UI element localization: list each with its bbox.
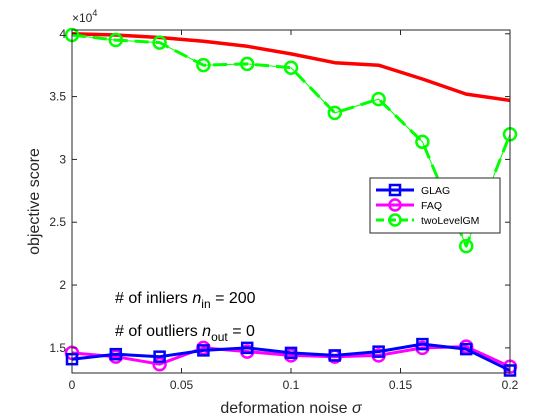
legend-item-twolevelgm: twoLevelGM — [376, 213, 479, 227]
x-tick-label: 0 — [69, 378, 76, 392]
x-axis-label: deformation noise σ — [220, 400, 363, 417]
x-tick-label: 0.2 — [502, 378, 519, 392]
annotation-outliers-prefix: # of outliers — [115, 323, 202, 340]
y-tick-label: 2.5 — [49, 215, 66, 229]
x-axis-label-text: deformation noise — [220, 400, 347, 417]
annotation-inliers-suffix: = 200 — [211, 290, 256, 307]
y-tick-label: 4 — [59, 27, 66, 41]
data-point-marker — [458, 238, 474, 254]
legend-marker — [388, 183, 402, 197]
y-exponent-base: ×10 — [72, 11, 93, 25]
series-line — [71, 32, 511, 103]
y-tick-label: 3.5 — [49, 90, 66, 104]
series-line — [71, 345, 511, 369]
data-point-marker — [415, 134, 430, 150]
y-tick-label: 1.5 — [49, 341, 66, 355]
annotation-outliers-var: n — [202, 323, 211, 340]
data-point-marker — [197, 344, 210, 357]
data-point-marker — [109, 347, 123, 361]
data-point-marker — [152, 356, 167, 372]
legend: GLAG FAQ twoLevelGM — [369, 177, 501, 234]
y-tick-label: 3 — [59, 152, 66, 166]
legend-marker — [388, 198, 402, 212]
data-point-marker — [416, 337, 429, 351]
data-point-marker — [239, 56, 255, 72]
legend-label: FAQ — [421, 200, 442, 212]
series-line-thin — [71, 34, 511, 248]
x-tick-label: 0.05 — [170, 378, 194, 392]
data-point-marker — [108, 32, 124, 48]
data-point-marker — [153, 350, 166, 363]
y-axis-label: objective score — [26, 148, 43, 255]
series-line — [71, 342, 511, 372]
data-point-marker — [371, 91, 386, 107]
data-point-marker — [372, 345, 385, 358]
annotation-outliers-sub: out — [211, 330, 228, 344]
annotation-inliers-var: n — [192, 290, 201, 307]
annotation-outliers-suffix: = 0 — [228, 323, 255, 340]
data-point-marker — [152, 35, 167, 50]
data-point-marker — [284, 346, 298, 360]
data-point-marker — [196, 57, 211, 73]
legend-marker — [388, 213, 402, 227]
data-point-marker — [459, 342, 473, 356]
legend-item-faq: FAQ — [376, 198, 442, 212]
series-upper-bound — [71, 32, 511, 103]
data-point-marker — [240, 341, 254, 355]
data-point-marker — [283, 60, 299, 75]
data-point-marker — [327, 105, 343, 121]
legend-label: GLAG — [421, 185, 450, 197]
legend-item-glag: GLAG — [376, 183, 450, 197]
annotation-outliers: # of outliers nout = 0 — [115, 323, 255, 344]
data-point-marker — [328, 349, 342, 362]
annotation-inliers-sub: in — [201, 297, 210, 311]
y-tick-label: 2 — [59, 278, 66, 292]
y-exponent-label: ×104 — [72, 8, 97, 25]
annotation-inliers: # of inliers nin = 200 — [115, 290, 256, 311]
y-exponent-power: 4 — [92, 8, 97, 18]
annotation-inliers-prefix: # of inliers — [115, 290, 192, 307]
axes-layer: 0 0.05 0.1 0.15 0.2 1.5 2 2.5 3 3.5 4 — [49, 27, 518, 392]
legend-label: twoLevelGM — [421, 215, 479, 227]
x-axis-label-symbol: σ — [352, 400, 363, 417]
x-tick-label: 0.1 — [283, 378, 300, 392]
x-tick-label: 0.15 — [389, 378, 413, 392]
